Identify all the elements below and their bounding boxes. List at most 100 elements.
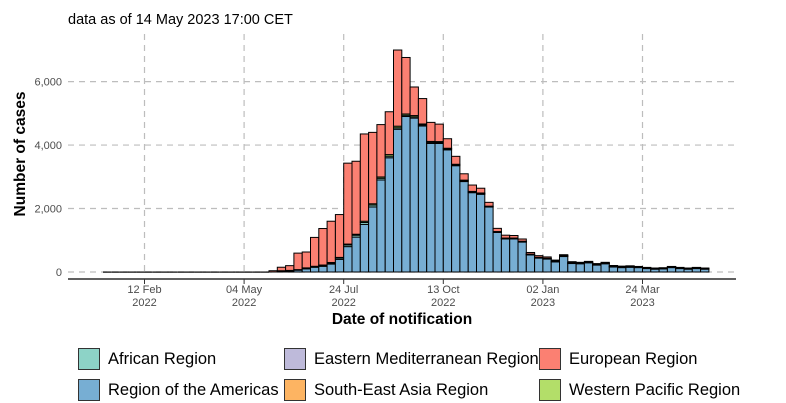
bar-segment [534, 255, 544, 258]
bar-segment [658, 267, 668, 269]
x-axis-label: Date of notification [332, 311, 472, 328]
y-tick-labels: 0 2,000 4,000 6,000 [34, 77, 62, 279]
bar-segment [525, 254, 536, 273]
x-tick-label-year: 2022 [331, 297, 355, 309]
bar-segment [650, 267, 660, 270]
bar-segment [567, 261, 577, 264]
bar-segment [136, 271, 145, 273]
bar-segment [575, 261, 585, 264]
bar-segment [169, 271, 178, 273]
bar-segment [500, 234, 511, 239]
bar-segment [675, 266, 685, 269]
bar-segment [368, 131, 378, 205]
bar-segment [210, 271, 220, 273]
bar-segment [326, 263, 336, 273]
bar-segment [260, 271, 269, 273]
x-tick-label: 24 Mar [625, 284, 660, 296]
bar-segment [426, 121, 436, 142]
bar-segment [559, 255, 569, 273]
y-axis-label: Number of cases [12, 92, 29, 217]
bar-segment [401, 56, 411, 115]
bar-segment [334, 258, 345, 273]
bar-segment [592, 264, 602, 273]
bar-segment [442, 138, 453, 149]
bar-segment [219, 271, 228, 273]
bar-segment [161, 271, 170, 273]
bar-segment [301, 251, 312, 269]
y-tick-label: 2,000 [34, 204, 62, 216]
bar-segment [575, 262, 585, 273]
bar-segment [459, 173, 469, 181]
bar-segment [318, 265, 328, 273]
chart-title: data as of 14 May 2023 17:00 CET [68, 12, 293, 28]
bar-segment [276, 266, 287, 272]
bar-segment [467, 192, 478, 273]
bar-segment [417, 98, 428, 125]
bar-segment [152, 271, 162, 273]
bar-segment [252, 271, 261, 273]
bar-segment [442, 149, 453, 273]
bar-segment [492, 231, 502, 273]
bar-segment [376, 124, 386, 178]
bar-segment [583, 260, 594, 263]
bar-segment [550, 261, 561, 273]
bar-segment [268, 270, 278, 273]
legend-label: European Region [569, 349, 698, 368]
bar-segment [368, 206, 378, 273]
bar-segment [310, 266, 320, 273]
bar-segment [144, 271, 153, 273]
bar-segment [119, 271, 128, 273]
x-tick-label-year: 2022 [232, 297, 256, 309]
x-tick-label: 12 Feb [127, 284, 161, 296]
bar-segment [310, 236, 320, 267]
bar-segment [608, 264, 619, 267]
bar-segment [476, 193, 486, 273]
bar-segment [700, 267, 710, 270]
bar-segment [625, 265, 635, 267]
bar-segment [401, 116, 411, 273]
bar-segment [359, 133, 370, 222]
bar-segment [484, 201, 494, 207]
legend-swatch [539, 379, 561, 401]
bar-segment [476, 187, 486, 194]
bar-segment [534, 257, 544, 273]
bar-segment [393, 49, 403, 127]
bar-segment [384, 111, 395, 156]
bar-segment [343, 246, 353, 273]
x-tick-label-year: 2023 [630, 297, 654, 309]
legend-item-region-of-the-americas: Region of the Americas [78, 377, 279, 403]
bar-segment [666, 265, 677, 268]
bar-segment [186, 271, 195, 273]
x-tick-label: 04 May [226, 284, 263, 296]
x-tick-label: 24 Jul [329, 284, 358, 296]
bar-segment [227, 271, 236, 273]
bar-segment [509, 238, 519, 273]
legend-label: Eastern Mediterranean Region [314, 349, 539, 368]
y-tick-label: 6,000 [34, 77, 62, 89]
bar-segment [235, 271, 245, 273]
x-tick-label-year: 2023 [531, 297, 555, 309]
bar-segment [351, 236, 361, 273]
bar-segment [691, 266, 702, 269]
bar-segment [351, 160, 361, 235]
bar-segment [600, 262, 610, 273]
bar-segment [459, 181, 469, 273]
x-tick-label: 02 Jan [526, 284, 559, 296]
bar-segment [517, 238, 527, 242]
legend-item-eastern-mediterranean-region: Eastern Mediterranean Region [284, 346, 539, 372]
bar-segment [434, 142, 444, 273]
bar-segment [509, 235, 519, 239]
x-tick-label-year: 2022 [431, 297, 455, 309]
bar-segment [451, 155, 461, 165]
legend-label: Region of the Americas [108, 380, 279, 399]
bar-segment [417, 125, 428, 273]
bar-segment [318, 228, 328, 266]
legend-swatch [284, 379, 306, 401]
bar-segment [194, 271, 203, 273]
bar-segment [683, 267, 693, 270]
bar-segment [583, 261, 594, 273]
bar-segment [293, 252, 303, 271]
legend-item-african-region: African Region [78, 346, 216, 372]
legend-item-south-east-asia-region: South-East Asia Region [284, 377, 488, 403]
bar-segment [592, 263, 602, 265]
